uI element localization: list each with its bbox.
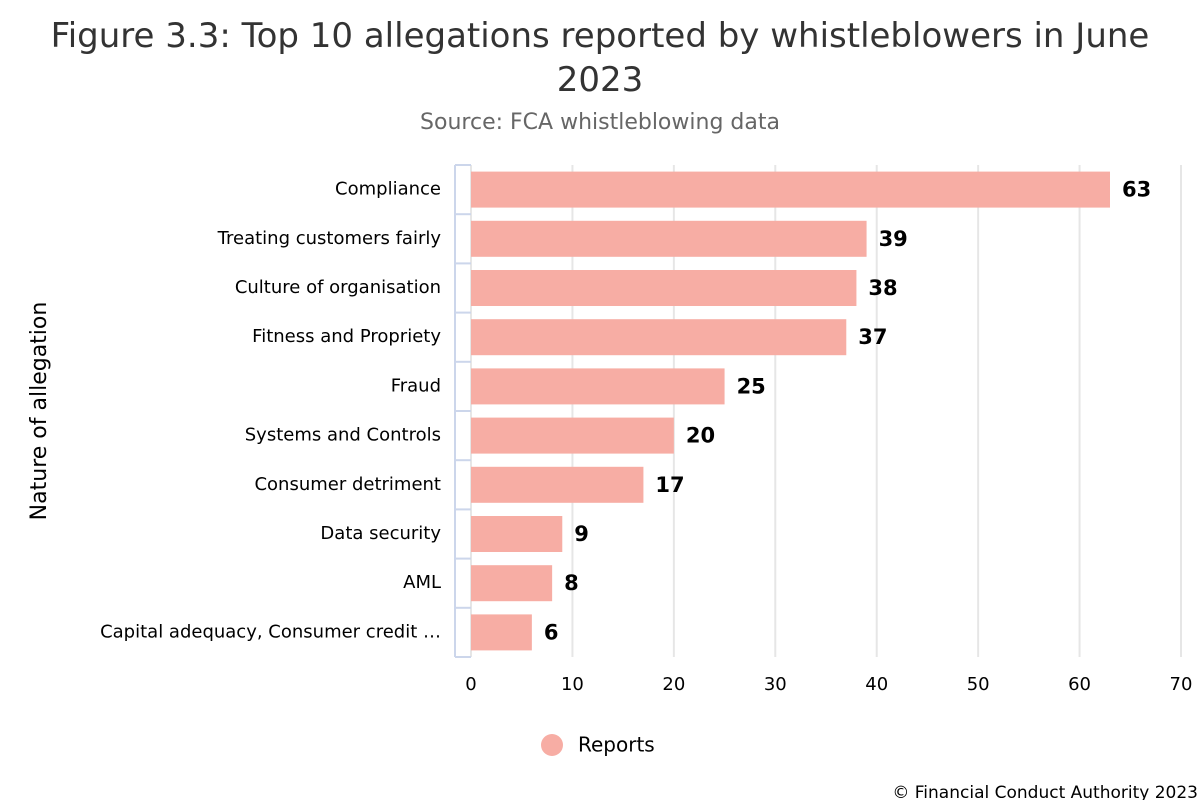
data-label: 6 (544, 620, 559, 644)
y-tick-label: Compliance (335, 179, 441, 200)
legend-label: Reports (578, 733, 655, 757)
x-tick-label: 20 (662, 674, 685, 695)
bar (471, 417, 674, 454)
y-tick-label: Treating customers fairly (217, 228, 442, 249)
data-label: 20 (686, 424, 715, 448)
data-label: 9 (574, 522, 589, 546)
y-tick-label: Fraud (391, 375, 441, 396)
y-tick-label: Capital adequacy, Consumer credit … (100, 621, 441, 642)
bar (471, 466, 644, 503)
y-tick-label: Fitness and Propriety (252, 326, 441, 347)
y-tick-label: Culture of organisation (235, 277, 441, 298)
bar (471, 171, 1110, 208)
data-label: 25 (737, 374, 766, 398)
credits: © Financial Conduct Authority 2023 (892, 783, 1198, 800)
data-label: 17 (655, 473, 684, 497)
x-tick-label: 60 (1068, 674, 1091, 695)
x-tick-label: 0 (465, 674, 476, 695)
bar (471, 220, 867, 257)
data-label: 63 (1122, 178, 1151, 202)
data-label: 39 (879, 227, 908, 251)
legend-marker (541, 734, 563, 756)
bar (471, 270, 857, 306)
bar (471, 565, 553, 602)
bar (471, 614, 532, 651)
x-tick-label: 40 (865, 674, 888, 695)
x-tick-label: 10 (561, 674, 584, 695)
chart-title: Figure 3.3: Top 10 allegations reported … (50, 16, 1150, 100)
x-tick-label: 50 (967, 674, 990, 695)
chart-subtitle: Source: FCA whistleblowing data (420, 110, 780, 135)
data-label: 37 (858, 325, 887, 349)
x-tick-label: 30 (764, 674, 787, 695)
bar (471, 319, 847, 356)
x-tick-label: 70 (1170, 674, 1193, 695)
y-tick-label: Systems and Controls (245, 425, 441, 446)
bar (471, 516, 563, 552)
y-tick-label: Data security (320, 523, 441, 544)
bar (471, 368, 725, 405)
data-label: 8 (564, 571, 579, 595)
data-label: 38 (868, 276, 897, 300)
y-tick-label: Consumer detriment (254, 474, 441, 495)
y-tick-label: AML (403, 572, 441, 593)
y-axis-label: Nature of allegation (27, 302, 52, 521)
